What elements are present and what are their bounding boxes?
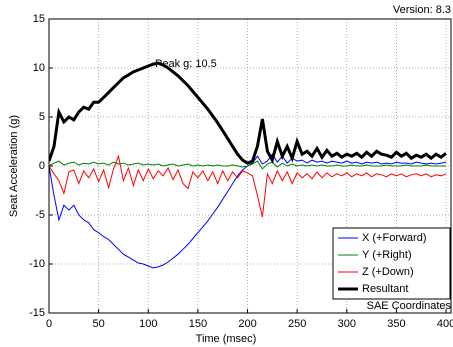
- series-line: [49, 61, 447, 165]
- y-tick-label: 15: [33, 13, 45, 25]
- x-tick-label: 100: [139, 318, 157, 330]
- y-tick-label: -5: [35, 209, 45, 221]
- legend-box: [332, 227, 451, 300]
- x-tick-label: 300: [338, 318, 356, 330]
- y-tick-label: -10: [29, 258, 45, 270]
- x-tick-label: 0: [46, 318, 52, 330]
- y-tick-label: 10: [33, 62, 45, 74]
- x-axis-label: Time (msec): [196, 333, 257, 345]
- x-tick-label: 400: [437, 318, 453, 330]
- x-tick-label: 150: [189, 318, 207, 330]
- y-tick-label: -15: [29, 307, 45, 319]
- legend-label: Resultant: [362, 283, 408, 295]
- x-tick-label: 200: [238, 318, 256, 330]
- legend-label: Z (+Down): [362, 266, 414, 278]
- x-tick-label: 50: [93, 318, 105, 330]
- series-line: [49, 154, 447, 218]
- legend-label: Y (+Right): [362, 249, 412, 261]
- coordinates-note: SAE Coordinates: [367, 300, 452, 312]
- legend-label: X (+Forward): [362, 232, 427, 244]
- peak-annotation: Peak g: 10.5: [155, 58, 217, 70]
- plot-frame: [48, 18, 452, 314]
- series-line: [49, 160, 446, 170]
- y-axis-label: Seat Acceleration (g): [8, 115, 20, 217]
- version-label: Version: 8.3: [393, 4, 451, 16]
- x-tick-label: 350: [387, 318, 405, 330]
- y-tick-label: 5: [39, 111, 45, 123]
- y-tick-label: 0: [39, 160, 45, 172]
- x-tick-label: 250: [288, 318, 306, 330]
